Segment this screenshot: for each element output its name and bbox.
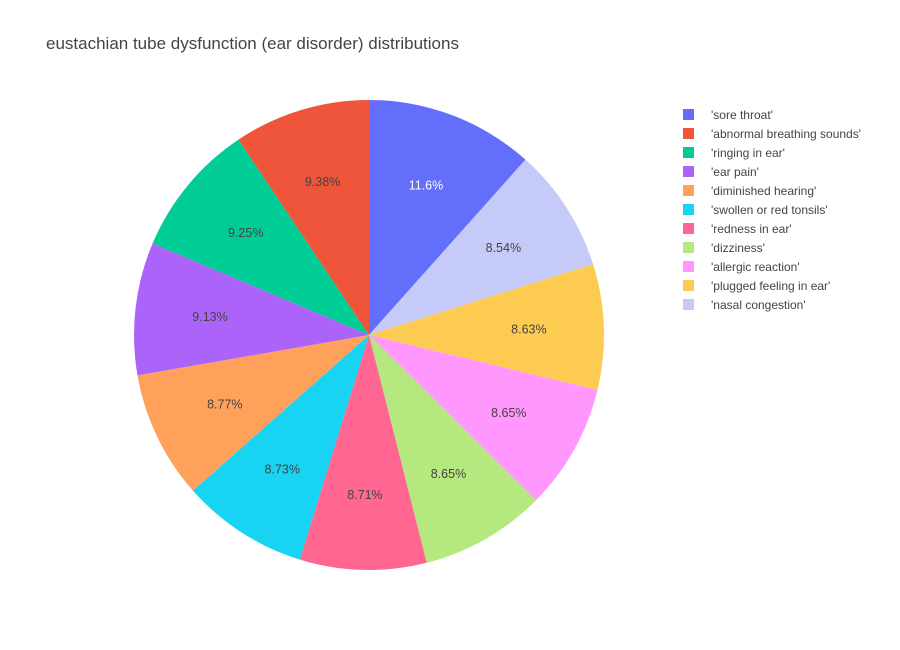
pie-slice[interactable] xyxy=(299,335,427,570)
pie-slice[interactable] xyxy=(369,100,526,335)
slice-percent-label: 8.71% xyxy=(347,488,382,502)
slice-percent-label: 8.65% xyxy=(491,406,526,420)
legend-item[interactable]: 'dizziness' xyxy=(683,238,861,257)
legend-swatch xyxy=(683,185,694,196)
pie-slice[interactable] xyxy=(192,335,369,560)
slice-percent-label: 9.25% xyxy=(228,226,263,240)
legend-swatch xyxy=(683,204,694,215)
legend-swatch xyxy=(683,147,694,158)
pie-slice[interactable] xyxy=(134,243,369,376)
legend: 'sore throat' 'abnormal breathing sounds'… xyxy=(683,105,861,314)
legend-swatch xyxy=(683,280,694,291)
pie-slice[interactable] xyxy=(152,139,369,335)
legend-item[interactable]: 'ear pain' xyxy=(683,162,861,181)
legend-item[interactable]: 'diminished hearing' xyxy=(683,181,861,200)
slice-percent-label: 11.6% xyxy=(409,178,444,192)
legend-swatch xyxy=(683,261,694,272)
legend-item[interactable]: 'allergic reaction' xyxy=(683,257,861,276)
legend-label: 'abnormal breathing sounds' xyxy=(711,126,862,141)
chart-title: eustachian tube dysfunction (ear disorde… xyxy=(46,34,459,53)
pie-slice[interactable] xyxy=(369,264,605,390)
pie-slice[interactable] xyxy=(369,335,537,563)
slice-percent-label: 9.38% xyxy=(305,175,340,189)
legend-label: 'ear pain' xyxy=(711,164,759,179)
pie-slice[interactable] xyxy=(369,159,594,335)
legend-swatch xyxy=(683,166,694,177)
legend-label: 'ringing in ear' xyxy=(711,145,785,160)
slice-percent-label: 8.73% xyxy=(265,462,300,476)
legend-label: 'nasal congestion' xyxy=(711,297,806,312)
legend-label: 'sore throat' xyxy=(711,107,773,122)
slice-percent-label: 8.65% xyxy=(431,467,466,481)
legend-item[interactable]: 'nasal congestion' xyxy=(683,295,861,314)
pie-slice[interactable] xyxy=(238,100,369,335)
slice-percent-label: 8.54% xyxy=(486,241,521,255)
legend-label: 'swollen or red tonsils' xyxy=(711,202,828,217)
legend-item[interactable]: 'ringing in ear' xyxy=(683,143,861,162)
legend-label: 'plugged feeling in ear' xyxy=(711,278,831,293)
legend-item[interactable]: 'abnormal breathing sounds' xyxy=(683,124,861,143)
legend-item[interactable]: 'swollen or red tonsils' xyxy=(683,200,861,219)
legend-item[interactable]: 'redness in ear' xyxy=(683,219,861,238)
slice-percent-label: 8.77% xyxy=(207,397,242,411)
legend-swatch xyxy=(683,223,694,234)
slice-percent-label: 8.63% xyxy=(511,322,546,336)
legend-item[interactable]: 'plugged feeling in ear' xyxy=(683,276,861,295)
pie-slice[interactable] xyxy=(137,335,369,491)
legend-swatch xyxy=(683,109,694,120)
legend-label: 'diminished hearing' xyxy=(711,183,817,198)
legend-swatch xyxy=(683,242,694,253)
legend-swatch xyxy=(683,128,694,139)
legend-item[interactable]: 'sore throat' xyxy=(683,105,861,124)
legend-swatch xyxy=(683,299,694,310)
slice-percent-label: 9.13% xyxy=(192,310,227,324)
legend-label: 'allergic reaction' xyxy=(711,259,800,274)
pie-slice[interactable] xyxy=(369,335,598,501)
legend-label: 'dizziness' xyxy=(711,240,765,255)
legend-label: 'redness in ear' xyxy=(711,221,792,236)
